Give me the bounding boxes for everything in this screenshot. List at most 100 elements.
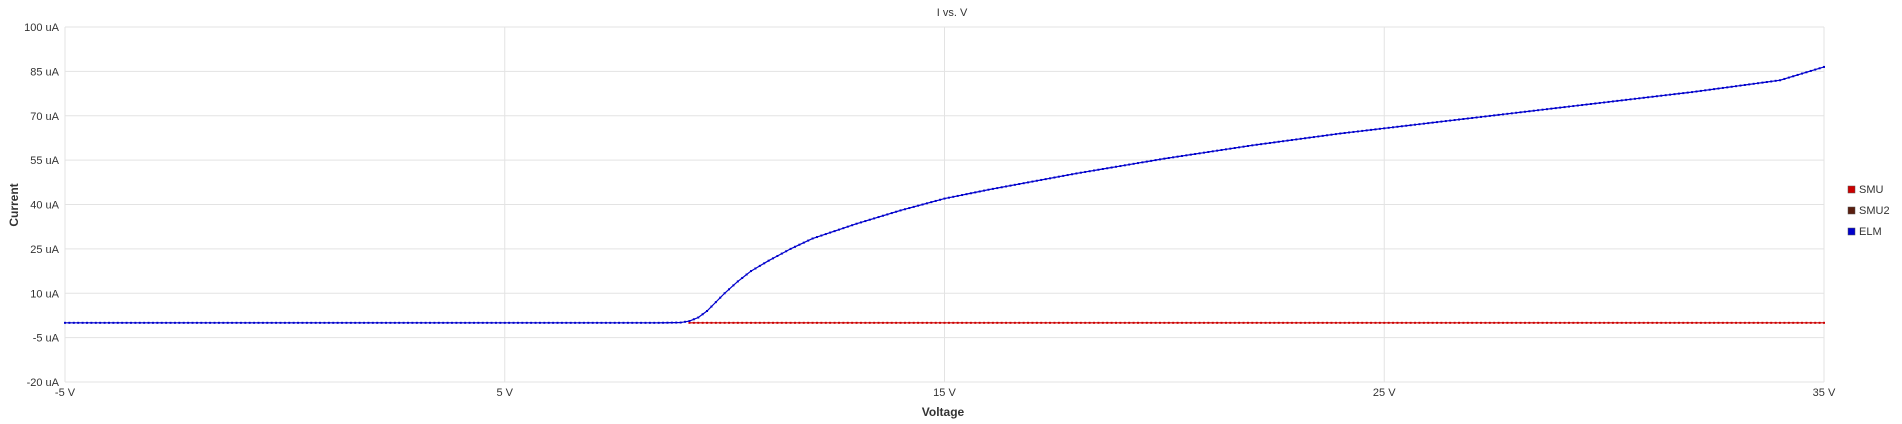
data-point-smu: [1189, 321, 1192, 324]
data-point-smu: [1449, 321, 1452, 324]
data-point-smu: [1669, 321, 1672, 324]
data-point-elm: [472, 321, 475, 324]
data-point-elm: [490, 321, 493, 324]
data-point-elm: [1528, 110, 1531, 113]
data-point-smu: [868, 321, 871, 324]
data-point-smu: [1572, 321, 1575, 324]
data-point-elm: [1418, 123, 1421, 126]
data-point-elm: [728, 288, 731, 291]
data-point-elm: [1664, 94, 1667, 97]
data-point-elm: [1365, 129, 1368, 132]
data-point-elm: [789, 247, 792, 250]
data-point-smu: [1739, 321, 1742, 324]
data-point-elm: [1194, 152, 1197, 155]
data-point-elm: [81, 321, 84, 324]
data-point-smu: [688, 321, 691, 324]
data-point-elm: [793, 245, 796, 248]
data-point-elm: [1207, 150, 1210, 153]
data-point-smu: [943, 321, 946, 324]
data-point-elm: [1726, 86, 1729, 89]
data-point-smu: [1528, 321, 1531, 324]
series-elm: [64, 65, 1825, 324]
data-point-elm: [1532, 109, 1535, 112]
x-tick-label: 35 V: [1813, 387, 1836, 399]
data-point-elm: [1282, 140, 1285, 143]
data-point-smu: [1735, 321, 1738, 324]
data-point-elm: [1013, 183, 1016, 186]
data-point-smu: [1312, 321, 1315, 324]
data-point-smu: [1726, 321, 1729, 324]
data-point-smu: [1150, 321, 1153, 324]
data-point-elm: [1277, 140, 1280, 143]
data-point-elm: [1757, 82, 1760, 85]
data-point-smu: [1370, 321, 1373, 324]
data-point-smu: [1466, 321, 1469, 324]
data-point-elm: [1383, 127, 1386, 130]
data-point-smu: [750, 321, 753, 324]
data-point-elm: [1057, 175, 1060, 178]
data-point-elm: [1440, 120, 1443, 123]
data-point-elm: [1823, 65, 1825, 68]
data-point-smu: [1506, 321, 1509, 324]
data-point-elm: [1330, 133, 1333, 136]
data-point-elm: [631, 321, 634, 324]
data-point-elm: [407, 321, 409, 324]
data-point-smu: [1414, 321, 1417, 324]
data-point-smu: [1115, 321, 1117, 324]
data-point-elm: [433, 321, 436, 324]
data-point-smu: [1497, 321, 1500, 324]
data-point-smu: [1704, 321, 1707, 324]
data-point-elm: [1647, 96, 1650, 99]
data-point-elm: [868, 218, 871, 221]
data-point-elm: [961, 194, 964, 197]
data-point-smu: [1242, 321, 1245, 324]
data-point-elm: [855, 222, 858, 225]
data-point-elm: [297, 321, 300, 324]
data-point-smu: [855, 321, 858, 324]
data-point-elm: [129, 321, 132, 324]
data-point-elm: [943, 197, 946, 200]
data-point-elm: [837, 228, 840, 231]
data-point-elm: [1545, 108, 1548, 111]
data-point-elm: [1607, 100, 1610, 103]
data-point-smu: [706, 321, 709, 324]
data-point-elm: [1651, 95, 1654, 98]
data-point-smu: [798, 321, 801, 324]
data-point-elm: [618, 321, 621, 324]
y-tick-label: 40 uA: [30, 200, 59, 212]
data-point-elm: [1084, 170, 1087, 173]
data-point-smu: [1044, 321, 1047, 324]
data-point-elm: [1066, 174, 1069, 177]
data-point-elm: [1717, 87, 1720, 90]
data-point-elm: [217, 321, 220, 324]
data-point-smu: [1717, 321, 1720, 324]
data-point-smu: [1093, 321, 1096, 324]
x-axis-ticks: -5 V 5 V 15 V 25 V 35 V: [55, 387, 1836, 399]
data-point-elm: [903, 208, 906, 211]
data-point-elm: [890, 212, 893, 215]
data-point-smu: [1018, 321, 1021, 324]
y-tick-label: -5 uA: [33, 333, 60, 345]
data-point-smu: [925, 321, 928, 324]
data-point-elm: [653, 321, 656, 324]
data-point-smu: [772, 321, 774, 324]
data-point-elm: [151, 321, 154, 324]
data-point-smu: [965, 321, 968, 324]
data-point-elm: [1031, 180, 1034, 183]
data-point-elm: [1321, 134, 1324, 137]
data-point-elm: [341, 321, 344, 324]
data-point-smu: [1110, 321, 1113, 324]
data-point-elm: [776, 254, 779, 257]
data-point-elm: [1233, 147, 1236, 149]
data-point-elm: [1158, 158, 1161, 161]
data-point-smu: [1576, 321, 1579, 324]
data-point-elm: [895, 210, 898, 213]
data-point-elm: [402, 321, 405, 324]
data-point-elm: [947, 196, 950, 199]
data-point-smu: [1440, 321, 1443, 324]
data-point-smu: [833, 321, 836, 324]
data-point-elm: [723, 292, 726, 295]
data-point-elm: [516, 321, 519, 324]
data-point-smu: [1224, 321, 1227, 324]
data-point-elm: [1009, 184, 1012, 187]
